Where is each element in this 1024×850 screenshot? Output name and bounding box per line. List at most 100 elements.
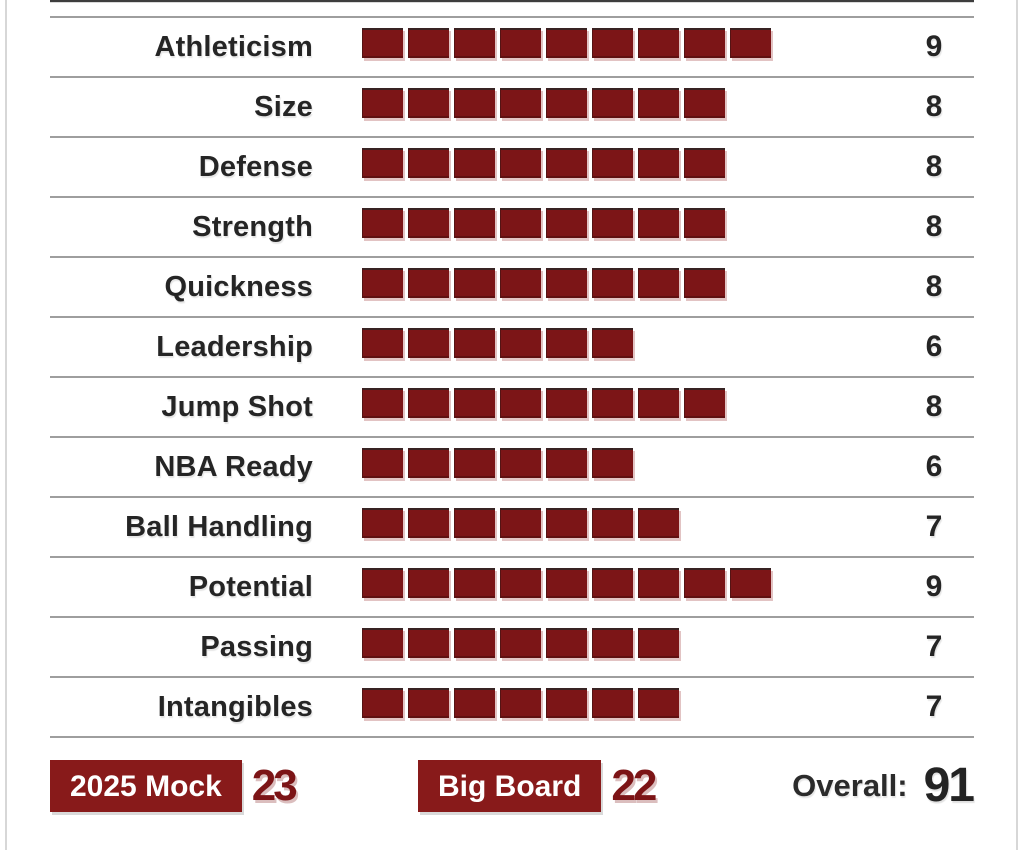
rating-block xyxy=(454,388,495,418)
rating-block xyxy=(408,688,449,718)
rating-block xyxy=(592,148,633,178)
rating-row: Athleticism 9 xyxy=(50,16,974,76)
rating-block xyxy=(546,328,587,358)
rating-block xyxy=(362,628,403,658)
mock-stat: 2025 Mock 23 xyxy=(50,760,298,812)
rating-block xyxy=(546,628,587,658)
rating-block xyxy=(546,508,587,538)
rating-blocks xyxy=(362,268,725,298)
rating-row: Intangibles 7 xyxy=(50,676,974,736)
rating-label: Quickness xyxy=(164,270,313,303)
rating-block xyxy=(408,508,449,538)
footer-stats: 2025 Mock 23 Big Board 22 Overall: 91 xyxy=(50,760,975,812)
rating-block xyxy=(546,88,587,118)
rating-block xyxy=(592,388,633,418)
rating-block xyxy=(408,88,449,118)
rating-block xyxy=(638,88,679,118)
ratings-table: Athleticism 9 Size 8 Defense 8 Strength 8 Quickn… xyxy=(50,16,974,738)
rating-row: Strength 8 xyxy=(50,196,974,256)
rating-block xyxy=(500,268,541,298)
rating-row: Size 8 xyxy=(50,76,974,136)
rating-label: NBA Ready xyxy=(154,450,313,483)
rating-block xyxy=(408,388,449,418)
board-value: 22 xyxy=(611,761,657,810)
rating-block xyxy=(592,688,633,718)
rating-label: Ball Handling xyxy=(125,510,313,543)
rating-blocks xyxy=(362,208,725,238)
rating-label: Size xyxy=(254,90,313,123)
rating-label: Intangibles xyxy=(157,690,313,723)
rating-block xyxy=(500,388,541,418)
rating-value: 6 xyxy=(925,330,943,363)
rating-block xyxy=(500,328,541,358)
rating-value: 8 xyxy=(925,390,943,423)
rating-block xyxy=(408,208,449,238)
rating-block xyxy=(408,568,449,598)
rating-block xyxy=(684,88,725,118)
rating-block xyxy=(408,268,449,298)
rating-block xyxy=(362,688,403,718)
rating-blocks xyxy=(362,448,633,478)
rating-block xyxy=(408,448,449,478)
rating-value: 8 xyxy=(925,210,943,243)
rating-block xyxy=(500,28,541,58)
rating-block xyxy=(638,508,679,538)
rating-block xyxy=(408,628,449,658)
mock-value: 23 xyxy=(251,761,298,810)
rating-block xyxy=(362,568,403,598)
rating-block xyxy=(546,208,587,238)
rating-block xyxy=(546,28,587,58)
rating-block xyxy=(592,628,633,658)
rating-label: Jump Shot xyxy=(161,390,313,423)
board-stat: Big Board 22 xyxy=(418,760,657,812)
rating-block xyxy=(500,628,541,658)
rating-block xyxy=(592,568,633,598)
rating-block xyxy=(592,268,633,298)
rating-block xyxy=(362,328,403,358)
rating-label: Passing xyxy=(200,630,313,663)
rating-label: Defense xyxy=(198,150,313,183)
rating-block xyxy=(638,148,679,178)
rating-row: Ball Handling 7 xyxy=(50,496,974,556)
rating-block xyxy=(730,28,771,58)
rating-block xyxy=(454,208,495,238)
rating-blocks xyxy=(362,388,725,418)
rating-block xyxy=(500,88,541,118)
card-left-border xyxy=(5,0,7,850)
rating-block xyxy=(362,28,403,58)
rating-block xyxy=(592,508,633,538)
rating-blocks xyxy=(362,568,771,598)
rating-block xyxy=(546,388,587,418)
rating-block xyxy=(638,268,679,298)
rating-block xyxy=(592,448,633,478)
rating-block xyxy=(638,208,679,238)
rating-value: 7 xyxy=(925,510,943,543)
rating-block xyxy=(454,628,495,658)
rating-row: Defense 8 xyxy=(50,136,974,196)
rating-block xyxy=(454,148,495,178)
board-badge: Big Board xyxy=(418,760,602,812)
rating-block xyxy=(500,508,541,538)
rating-block xyxy=(592,88,633,118)
rating-block xyxy=(454,88,495,118)
rating-block xyxy=(500,568,541,598)
rating-row: NBA Ready 6 xyxy=(50,436,974,496)
rating-blocks xyxy=(362,688,679,718)
rating-blocks xyxy=(362,28,771,58)
rating-blocks xyxy=(362,88,725,118)
rating-row: Jump Shot 8 xyxy=(50,376,974,436)
rating-block xyxy=(500,448,541,478)
rating-block xyxy=(684,208,725,238)
rating-block xyxy=(454,508,495,538)
rating-block xyxy=(638,388,679,418)
rating-block xyxy=(730,568,771,598)
rating-row: Passing 7 xyxy=(50,616,974,676)
rating-row: Leadership 6 xyxy=(50,316,974,376)
rating-value: 8 xyxy=(925,150,943,183)
rating-block xyxy=(638,688,679,718)
rating-block xyxy=(454,328,495,358)
rating-block xyxy=(454,448,495,478)
top-divider xyxy=(50,0,974,2)
card-right-border xyxy=(1016,0,1018,850)
